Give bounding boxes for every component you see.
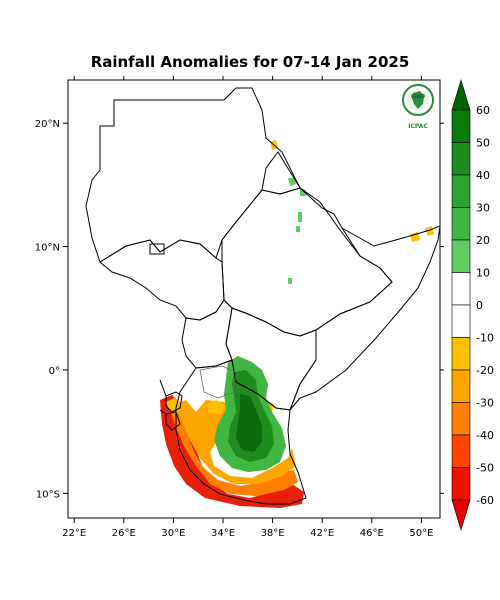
colorbar-label: -10 <box>476 332 494 345</box>
west-boundary <box>159 379 167 415</box>
y-tick-label: 10°S <box>36 489 60 500</box>
colorbar-label: 50 <box>476 137 490 150</box>
logo-bottom-text: ICPAC <box>408 123 428 130</box>
map-frame <box>67 79 441 519</box>
lake-victoria <box>199 365 237 399</box>
x-tick-label: 34°E <box>211 528 235 539</box>
colorbar-bottom-arrow <box>451 499 471 532</box>
anomaly-field <box>160 140 434 508</box>
colorbar-segment <box>451 272 471 306</box>
y-axis-ticks: 20°N 10°N 0° 10°S <box>35 119 444 500</box>
central-enclave <box>149 243 165 255</box>
colorbar-segment <box>451 337 471 371</box>
x-tick-label: 46°E <box>360 528 384 539</box>
colorbar-label: 0 <box>476 299 483 312</box>
colorbar-label: -20 <box>476 364 494 377</box>
colorbar-label: 40 <box>476 169 490 182</box>
colorbar-label: -40 <box>476 429 494 442</box>
colorbar-segment <box>451 467 471 501</box>
colorbar: 60 50 40 30 20 10 0 -10 -20 -30 -40 -50 -60 <box>451 78 494 532</box>
tanzania-outline <box>175 359 307 505</box>
colorbar-label: 20 <box>476 234 490 247</box>
map-title: Rainfall Anomalies for 07-14 Jan 2025 <box>90 53 410 71</box>
rwanda-burundi-outline <box>165 391 183 431</box>
wet-spots-north <box>288 178 306 284</box>
light-dry-zone <box>176 400 296 484</box>
wet-anomaly-core <box>236 394 262 452</box>
colorbar-label: 60 <box>476 104 490 117</box>
colorbar-segment <box>451 109 471 143</box>
x-tick-label: 22°E <box>62 528 86 539</box>
colorbar-top-arrow <box>451 78 471 111</box>
colorbar-segment <box>451 304 471 338</box>
colorbar-label: -30 <box>476 397 494 410</box>
x-tick-label: 38°E <box>261 528 285 539</box>
y-tick-label: 20°N <box>35 119 60 130</box>
colorbar-label: 30 <box>476 202 490 215</box>
dry-anomaly-zone <box>160 395 304 508</box>
lakes <box>199 365 237 399</box>
moderate-dry-zone <box>170 410 298 496</box>
somalia-outline <box>289 225 440 411</box>
colorbar-segment <box>451 434 471 468</box>
colorbar-label: -60 <box>476 494 494 507</box>
x-tick-label: 30°E <box>161 528 185 539</box>
eritrea-djibouti-outline <box>261 151 343 229</box>
colorbar-label: -50 <box>476 462 494 475</box>
colorbar-segment <box>451 369 471 403</box>
colorbar-segment <box>451 402 471 436</box>
colorbar-segment <box>451 142 471 176</box>
y-tick-label: 0° <box>49 366 60 377</box>
colorbar-label: 10 <box>476 267 490 280</box>
colorbar-segment <box>451 239 471 273</box>
x-tick-label: 42°E <box>310 528 334 539</box>
x-tick-label: 26°E <box>112 528 136 539</box>
uganda-outline <box>181 299 233 369</box>
africa-icon <box>412 91 424 109</box>
y-tick-label: 10°N <box>35 243 60 254</box>
x-axis-ticks: 22°E 26°E 30°E 34°E 38°E 42°E 46°E 50°E <box>62 76 433 539</box>
colorbar-segment <box>451 207 471 241</box>
logo-top-text: IGAD <box>411 94 425 100</box>
colorbar-segment <box>451 174 471 208</box>
country-boundaries <box>85 87 440 505</box>
icpac-logo: IGAD ICPAC <box>402 84 434 130</box>
x-tick-label: 50°E <box>409 528 433 539</box>
